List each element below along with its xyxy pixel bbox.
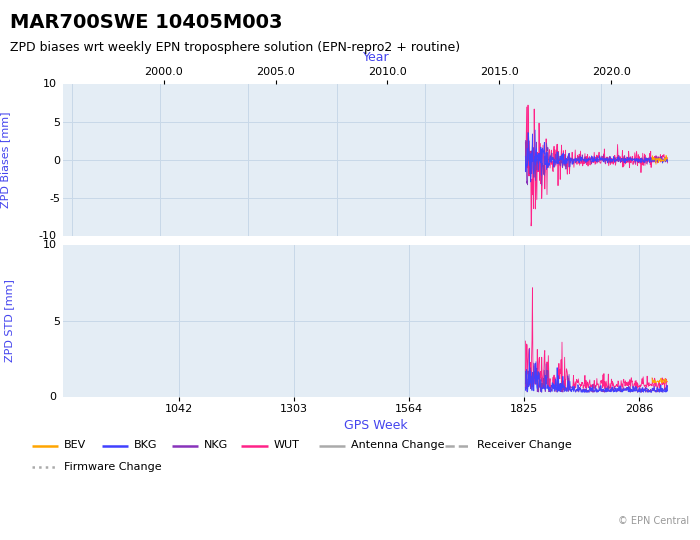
Text: 10: 10: [43, 240, 57, 250]
Text: NKG: NKG: [204, 441, 228, 450]
Text: BEV: BEV: [64, 441, 86, 450]
Text: ZPD biases wrt weekly EPN troposphere solution (EPN-repro2 + routine): ZPD biases wrt weekly EPN troposphere so…: [10, 40, 461, 53]
Text: BKG: BKG: [134, 441, 158, 450]
X-axis label: Year: Year: [363, 51, 390, 64]
Y-axis label: ZPD Biases [mm]: ZPD Biases [mm]: [0, 111, 10, 208]
Text: Receiver Change: Receiver Change: [477, 441, 571, 450]
Text: -10: -10: [38, 231, 57, 241]
X-axis label: GPS Week: GPS Week: [344, 420, 408, 433]
Text: 0: 0: [50, 392, 57, 402]
Text: WUT: WUT: [274, 441, 300, 450]
Text: 10: 10: [43, 79, 57, 89]
Text: MAR700SWE 10405M003: MAR700SWE 10405M003: [10, 14, 283, 32]
Text: © EPN Central: © EPN Central: [618, 516, 690, 526]
Text: Firmware Change: Firmware Change: [64, 462, 161, 472]
Text: Antenna Change: Antenna Change: [351, 441, 444, 450]
Y-axis label: ZPD STD [mm]: ZPD STD [mm]: [4, 279, 14, 362]
